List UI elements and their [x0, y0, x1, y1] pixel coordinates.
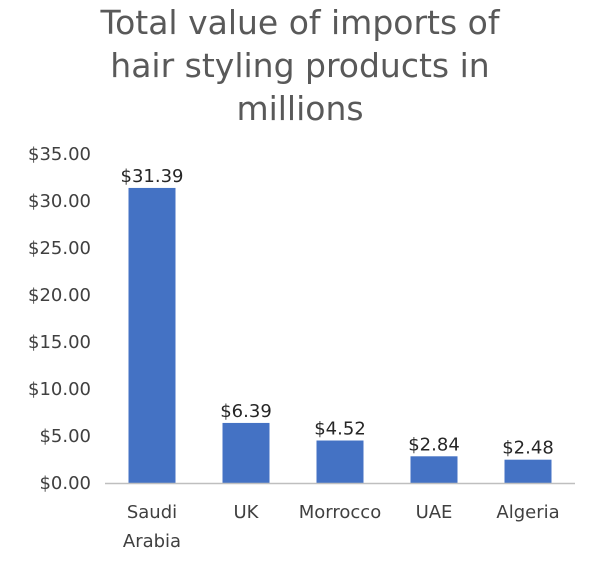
data-labels: $31.39 $6.39 $4.52 $2.84 $2.48 [121, 166, 554, 459]
y-tick-label: $0.00 [39, 473, 91, 494]
x-category-label: Algeria [496, 502, 559, 523]
data-label: $6.39 [220, 401, 272, 422]
bar [410, 456, 458, 483]
x-category-label: Morrocco [299, 502, 381, 523]
bar [504, 459, 552, 483]
chart-title-line: Total value of imports of [100, 3, 501, 42]
chart-title: Total value of imports of hair styling pr… [100, 3, 501, 128]
bars [128, 187, 552, 483]
chart-title-line: hair styling products in [110, 46, 489, 85]
y-tick-label: $25.00 [28, 238, 91, 259]
data-label: $2.84 [408, 434, 460, 455]
x-category-label: UK [234, 502, 260, 523]
data-label: $4.52 [314, 419, 366, 440]
data-label: $31.39 [121, 166, 184, 187]
y-tick-label: $35.00 [28, 144, 91, 165]
x-category-label: UAE [416, 502, 453, 523]
x-category-label: Arabia [123, 531, 181, 552]
bar [222, 422, 270, 483]
x-axis-categories: Saudi Arabia UK Morrocco UAE Algeria [123, 502, 560, 552]
y-tick-label: $5.00 [39, 426, 91, 447]
y-tick-label: $10.00 [28, 379, 91, 400]
bar [128, 187, 176, 483]
data-label: $2.48 [502, 438, 554, 459]
x-category-label: Saudi [127, 502, 177, 523]
bar [316, 440, 364, 483]
y-tick-label: $20.00 [28, 285, 91, 306]
y-tick-label: $15.00 [28, 332, 91, 353]
y-axis-ticks: $0.00 $5.00 $10.00 $15.00 $20.00 $25.00 $30.00… [28, 144, 91, 494]
y-tick-label: $30.00 [28, 191, 91, 212]
chart-title-line: millions [236, 89, 363, 128]
